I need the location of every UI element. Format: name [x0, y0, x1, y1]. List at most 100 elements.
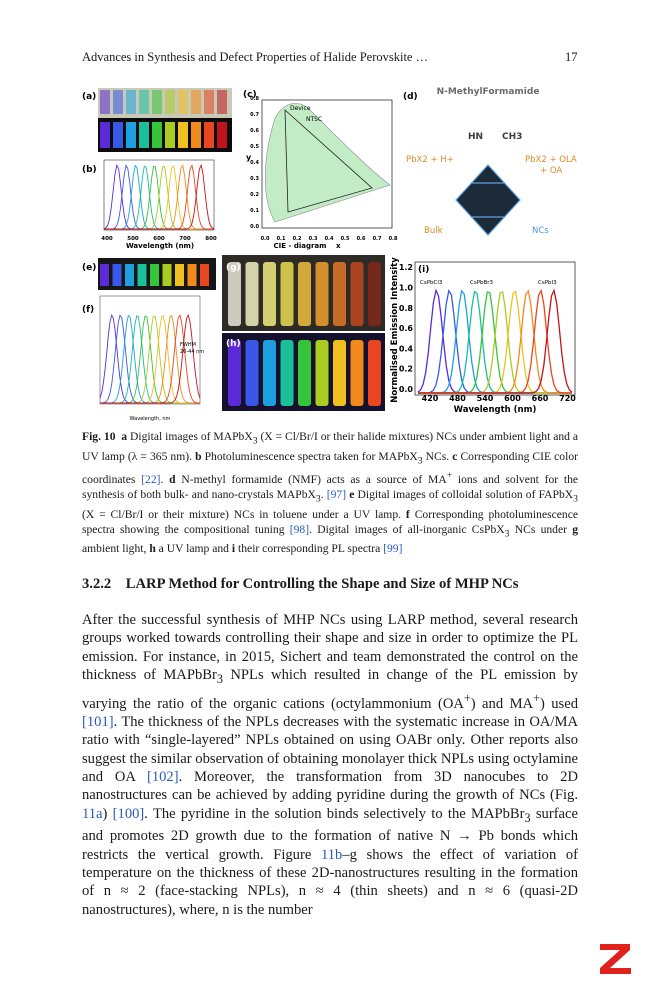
tick-label: 0.8 [389, 236, 398, 242]
caption-text: (X = Cl/Br/I or their halide mixtures) N… [82, 430, 579, 463]
tick-label: 0.7 [250, 112, 259, 118]
tick-label: 500 [127, 236, 139, 242]
tick-label: 400 [101, 236, 113, 242]
caption-text: a UV lamp and [158, 542, 229, 556]
tick-label: 0.8 [250, 96, 259, 102]
citation[interactable]: [22] [141, 472, 161, 486]
tick-label: 0.2 [293, 236, 302, 242]
body-text: –g shows the effect of variation of temp… [82, 846, 579, 918]
vial-glow [315, 340, 329, 406]
page-number: 17 [565, 50, 578, 64]
annotation: NTSC [306, 116, 322, 123]
body-text: + [463, 690, 471, 705]
vial [191, 90, 201, 114]
vial [350, 262, 364, 326]
section-heading: 3.2.2 LARP Method for Controlling the Sh… [82, 576, 518, 593]
caption-text: 3 [315, 493, 321, 505]
citation[interactable]: [102] [146, 769, 179, 786]
logo [600, 944, 631, 974]
tick-label: 0.0 [399, 385, 414, 394]
citation[interactable]: [99] [383, 542, 403, 556]
figure-link[interactable]: 11b [320, 846, 343, 863]
running-title: Advances in Synthesis and Defect Propert… [82, 50, 429, 64]
tick-label: 480 [449, 394, 466, 403]
tick-label: 0.5 [341, 236, 350, 242]
citation[interactable]: [97] [326, 488, 347, 502]
vial-glow [350, 340, 364, 406]
caption-text: Digital images of MAPbX [130, 430, 253, 443]
vial-glow [298, 340, 311, 406]
diagram-text: Bulk [424, 226, 443, 236]
body-text: . The thickness of the NPLs decreases wi… [82, 713, 578, 786]
spectrum [104, 163, 215, 230]
diagram-text: + OA [540, 166, 562, 176]
vial [178, 90, 188, 114]
tick-label: 540 [477, 394, 494, 403]
annotation: Device [290, 105, 311, 112]
caption-text: 3 [504, 528, 510, 540]
vial-glow [178, 122, 188, 148]
vial-glow [217, 122, 227, 148]
vial [217, 90, 227, 114]
tick-label: 0.3 [250, 176, 259, 182]
diagram-text: CH3 [502, 132, 522, 142]
vial-glow [204, 122, 214, 148]
diagram-text: PbX2 + OLA [525, 155, 577, 165]
body-text: 3 [216, 672, 223, 687]
vial [315, 262, 329, 326]
vial [298, 262, 311, 326]
vial-glow [139, 122, 149, 148]
caption-text: ions and solvent for the synthesis of bo… [82, 472, 579, 502]
vial [204, 90, 214, 114]
panel-label: (b) [82, 165, 97, 175]
axis-label: Wavelength (nm) [126, 242, 194, 250]
body-text: NPLs which resulted in change of the PL … [82, 667, 578, 712]
vial-glow [150, 264, 159, 286]
tick-label: 1.2 [399, 263, 413, 272]
annotation: CsPbI3 [538, 280, 557, 286]
citation[interactable]: [98] [289, 522, 310, 536]
caption-text: Digital images of all-inorganic CsPbX [317, 522, 505, 536]
caption-text: Corresponding photoluminescence spectra … [82, 507, 578, 536]
tick-label: 0.2 [250, 192, 259, 198]
diagram-text: HN [468, 132, 483, 142]
axis-label: x [336, 242, 341, 250]
caption-text: NCs under [514, 522, 567, 536]
panel-label: (g) [226, 263, 241, 273]
caption-text: a [121, 430, 128, 443]
caption-text: Photoluminescence spectra taken for MAPb… [204, 449, 418, 463]
vial [333, 262, 346, 326]
annotation: 20-44 nm [180, 349, 204, 355]
tick-label: 0.0 [261, 236, 270, 242]
caption-text: (X = Cl/Br/I or their mixture) NCs in to… [82, 507, 402, 521]
tick-label: 660 [532, 394, 549, 403]
annotation: CsPbBr3 [470, 280, 494, 286]
caption-text: i [231, 542, 236, 556]
vial-glow [165, 122, 175, 148]
vial-glow [152, 122, 162, 148]
tick-label: 0.6 [357, 236, 366, 242]
tick-label: 700 [179, 236, 191, 242]
caption-text: Digital images of colloidal solution of … [357, 488, 574, 502]
body-text: 3 [524, 810, 531, 825]
body-text: ) [102, 805, 108, 822]
panel-label: (f) [82, 305, 94, 315]
body-text: + [533, 690, 540, 705]
vial-glow [112, 264, 122, 286]
caption-text: . [160, 472, 164, 486]
cie-locus [265, 103, 391, 223]
vial-glow [125, 264, 134, 286]
panel-label: (h) [226, 339, 241, 349]
caption-text: 3 [417, 454, 423, 466]
axis-label: Normalised Emission Intensity [390, 257, 400, 403]
figure-link[interactable]: 11a [82, 805, 103, 822]
tick-label: 0.1 [277, 236, 286, 242]
crystal [455, 164, 521, 236]
citation[interactable]: [100] [112, 805, 145, 822]
caption-text: d [169, 472, 176, 486]
panel-label: (i) [418, 265, 429, 275]
citation[interactable]: [101] [82, 713, 114, 730]
caption-text: h [149, 542, 156, 556]
axis-label: y [246, 153, 252, 162]
